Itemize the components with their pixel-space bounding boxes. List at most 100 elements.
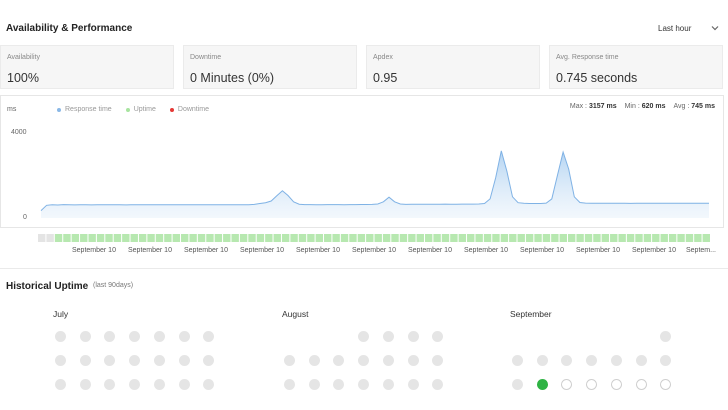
uptime-segment[interactable] bbox=[500, 234, 509, 242]
day-dot[interactable] bbox=[178, 355, 190, 366]
uptime-segment[interactable] bbox=[391, 234, 399, 242]
day-dot[interactable] bbox=[104, 331, 116, 342]
uptime-segment[interactable] bbox=[340, 234, 349, 242]
day-dot-future[interactable] bbox=[610, 379, 622, 390]
uptime-segment[interactable] bbox=[610, 234, 618, 242]
uptime-segment[interactable] bbox=[567, 234, 576, 242]
day-dot[interactable] bbox=[407, 331, 419, 342]
uptime-segment[interactable] bbox=[315, 234, 324, 242]
day-dot[interactable] bbox=[153, 379, 165, 390]
day-dot[interactable] bbox=[660, 331, 672, 342]
uptime-segment[interactable] bbox=[38, 234, 46, 242]
uptime-segment[interactable] bbox=[122, 234, 130, 242]
uptime-segment[interactable] bbox=[668, 234, 677, 242]
uptime-segment[interactable] bbox=[298, 234, 307, 242]
uptime-segment[interactable] bbox=[80, 234, 88, 242]
uptime-segment[interactable] bbox=[677, 234, 685, 242]
uptime-segment[interactable] bbox=[46, 234, 54, 242]
day-dot-future[interactable] bbox=[586, 379, 598, 390]
day-dot[interactable] bbox=[129, 331, 141, 342]
uptime-segment[interactable] bbox=[349, 234, 357, 242]
day-dot-future[interactable] bbox=[561, 379, 573, 390]
uptime-segment[interactable] bbox=[223, 234, 231, 242]
day-dot[interactable] bbox=[79, 331, 91, 342]
day-dot[interactable] bbox=[358, 379, 370, 390]
day-dot[interactable] bbox=[407, 379, 419, 390]
uptime-segment[interactable] bbox=[492, 234, 500, 242]
day-dot[interactable] bbox=[203, 379, 215, 390]
uptime-segment[interactable] bbox=[399, 234, 408, 242]
uptime-segment[interactable] bbox=[324, 234, 332, 242]
uptime-segment[interactable] bbox=[643, 234, 652, 242]
legend-response-time[interactable]: Response time bbox=[57, 106, 112, 113]
uptime-segment[interactable] bbox=[130, 234, 138, 242]
legend-downtime[interactable]: Downtime bbox=[169, 106, 209, 113]
uptime-segment[interactable] bbox=[374, 234, 382, 242]
uptime-segment[interactable] bbox=[273, 234, 281, 242]
uptime-segment[interactable] bbox=[189, 234, 197, 242]
day-dot[interactable] bbox=[512, 355, 523, 366]
uptime-segment[interactable] bbox=[164, 234, 172, 242]
day-dot[interactable] bbox=[610, 355, 622, 366]
uptime-segment[interactable] bbox=[239, 234, 248, 242]
day-dot[interactable] bbox=[178, 379, 190, 390]
uptime-segment[interactable] bbox=[382, 234, 391, 242]
day-dot[interactable] bbox=[333, 355, 345, 366]
uptime-segment[interactable] bbox=[71, 234, 80, 242]
uptime-segment[interactable] bbox=[475, 234, 483, 242]
uptime-segment[interactable] bbox=[138, 234, 147, 242]
uptime-segment[interactable] bbox=[206, 234, 214, 242]
day-dot[interactable] bbox=[55, 331, 66, 342]
day-dot[interactable] bbox=[358, 355, 370, 366]
uptime-segment[interactable] bbox=[652, 234, 660, 242]
uptime-segment[interactable] bbox=[433, 234, 441, 242]
day-dot[interactable] bbox=[284, 379, 295, 390]
uptime-segment[interactable] bbox=[281, 234, 290, 242]
legend-uptime[interactable]: Uptime bbox=[125, 106, 156, 113]
day-dot[interactable] bbox=[358, 331, 370, 342]
uptime-segment[interactable] bbox=[551, 234, 559, 242]
uptime-segment[interactable] bbox=[290, 234, 298, 242]
day-dot[interactable] bbox=[308, 379, 320, 390]
uptime-segment[interactable] bbox=[626, 234, 635, 242]
uptime-segment[interactable] bbox=[416, 234, 424, 242]
day-dot[interactable] bbox=[153, 331, 165, 342]
uptime-segment[interactable] bbox=[231, 234, 239, 242]
uptime-segment[interactable] bbox=[601, 234, 610, 242]
day-dot[interactable] bbox=[333, 379, 345, 390]
uptime-segment[interactable] bbox=[63, 234, 71, 242]
uptime-segment[interactable] bbox=[509, 234, 517, 242]
day-dot[interactable] bbox=[308, 355, 320, 366]
uptime-segment[interactable] bbox=[534, 234, 542, 242]
day-dot[interactable] bbox=[129, 355, 141, 366]
uptime-segment[interactable] bbox=[96, 234, 105, 242]
day-dot[interactable] bbox=[407, 355, 419, 366]
time-range-select[interactable]: Last hour bbox=[652, 18, 724, 38]
uptime-segment[interactable] bbox=[332, 234, 340, 242]
uptime-segment[interactable] bbox=[172, 234, 181, 242]
uptime-segment[interactable] bbox=[214, 234, 223, 242]
uptime-segment[interactable] bbox=[525, 234, 534, 242]
uptime-segment[interactable] bbox=[450, 234, 458, 242]
day-dot-future[interactable] bbox=[660, 379, 672, 390]
day-dot[interactable] bbox=[153, 355, 165, 366]
uptime-segment[interactable] bbox=[256, 234, 265, 242]
day-dot[interactable] bbox=[79, 355, 91, 366]
day-dot[interactable] bbox=[203, 355, 215, 366]
uptime-segment[interactable] bbox=[113, 234, 122, 242]
uptime-segment[interactable] bbox=[483, 234, 492, 242]
uptime-segment[interactable] bbox=[197, 234, 206, 242]
uptime-segment[interactable] bbox=[702, 234, 710, 242]
day-dot[interactable] bbox=[512, 379, 523, 390]
day-dot[interactable] bbox=[104, 355, 116, 366]
day-dot[interactable] bbox=[79, 379, 91, 390]
day-dot[interactable] bbox=[382, 355, 394, 366]
uptime-segment[interactable] bbox=[685, 234, 694, 242]
uptime-segment[interactable] bbox=[265, 234, 273, 242]
uptime-segment[interactable] bbox=[660, 234, 668, 242]
uptime-segment[interactable] bbox=[694, 234, 702, 242]
uptime-segment[interactable] bbox=[307, 234, 315, 242]
day-dot[interactable] bbox=[432, 379, 444, 390]
day-dot[interactable] bbox=[561, 355, 573, 366]
uptime-segment[interactable] bbox=[517, 234, 525, 242]
